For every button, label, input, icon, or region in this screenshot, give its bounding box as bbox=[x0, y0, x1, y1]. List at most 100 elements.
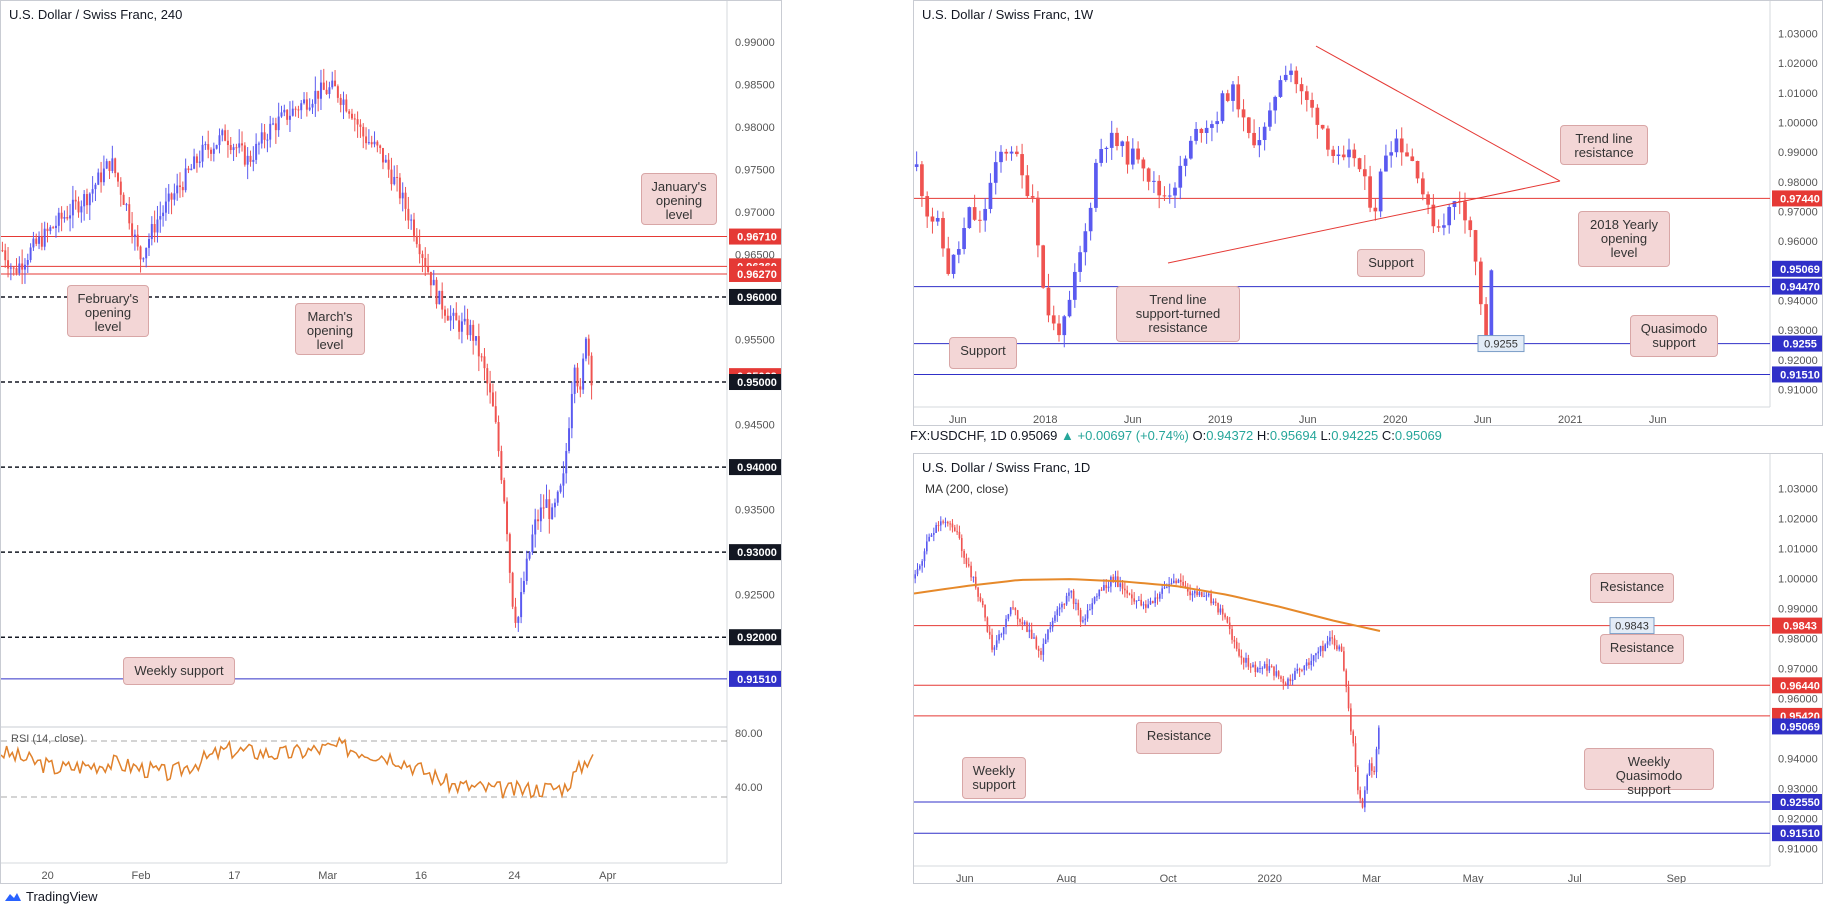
price-tick-label: 0.98000 bbox=[1778, 177, 1818, 189]
candle-body bbox=[88, 193, 91, 206]
candle-body bbox=[424, 257, 427, 267]
candle-body bbox=[1301, 669, 1303, 671]
candle-body bbox=[958, 531, 961, 539]
weekly-chart-svg[interactable]: 1.03000 1.02000 1.01000 1.00000 0.99000 0.980… bbox=[914, 1, 1823, 426]
candle-body bbox=[1373, 207, 1378, 212]
candle-body bbox=[252, 159, 255, 162]
h4-chart-svg[interactable]: 0.990000.985000.980000.975000.970000.965… bbox=[1, 1, 782, 884]
candle-body bbox=[1062, 316, 1067, 336]
level-price-box bbox=[729, 288, 781, 305]
callout-trend-support-turned-resistance: Trend line support-turned resistance bbox=[1116, 286, 1240, 342]
candle-body bbox=[1146, 168, 1151, 182]
candle-body bbox=[944, 521, 947, 523]
candle-body bbox=[401, 192, 404, 199]
candle-body bbox=[350, 113, 353, 119]
candle-body bbox=[1089, 609, 1091, 611]
candle-body bbox=[393, 176, 396, 185]
candle-body bbox=[920, 164, 924, 197]
candle-body bbox=[184, 168, 187, 191]
candle-body bbox=[568, 428, 571, 452]
candle-body bbox=[1191, 593, 1194, 596]
candle-body bbox=[207, 144, 210, 150]
candle-body bbox=[1452, 201, 1457, 208]
candle-body bbox=[1256, 668, 1259, 673]
candle-body bbox=[984, 605, 986, 618]
time-tick-label: Sep bbox=[1667, 873, 1687, 884]
candle-body bbox=[1036, 197, 1040, 246]
candle-body bbox=[1489, 270, 1494, 339]
candle-body bbox=[483, 356, 486, 369]
weekly-chart-panel[interactable]: U.S. Dollar / Swiss Franc, 1W 1.03000 1.0… bbox=[913, 0, 1823, 426]
candle-body bbox=[280, 112, 283, 117]
candle-body bbox=[1319, 645, 1322, 652]
candle-body bbox=[1324, 644, 1327, 651]
candle-body bbox=[1126, 590, 1129, 594]
candle-body bbox=[1041, 245, 1046, 288]
candle-body bbox=[963, 550, 965, 558]
daily-chart-panel[interactable]: U.S. Dollar / Swiss Franc, 1D MA (200, c… bbox=[913, 453, 1823, 884]
resistance-value-box bbox=[1609, 617, 1655, 635]
candle-body bbox=[1303, 665, 1306, 671]
candle-body bbox=[314, 90, 317, 104]
candle-body bbox=[466, 318, 469, 336]
candle-body bbox=[1347, 149, 1351, 158]
time-tick-label: Mar bbox=[318, 870, 337, 882]
candle-body bbox=[1140, 599, 1142, 606]
candle-body bbox=[18, 263, 21, 274]
candle-body bbox=[1082, 620, 1084, 622]
candle-body bbox=[1075, 602, 1077, 604]
h4-chart-panel[interactable]: U.S. Dollar / Swiss Franc, 240 0.99000 0.… bbox=[0, 0, 782, 884]
time-tick-label: May bbox=[1463, 873, 1484, 884]
candle-body bbox=[1399, 138, 1404, 153]
candle-body bbox=[559, 485, 562, 492]
time-tick-label: 2019 bbox=[1208, 414, 1232, 426]
candle-body bbox=[1304, 91, 1309, 100]
candle-body bbox=[1065, 595, 1068, 605]
candle-body bbox=[1088, 207, 1093, 232]
candle-body bbox=[1315, 107, 1320, 125]
callout-march-opening: March's opening level bbox=[295, 303, 365, 355]
level-price-box bbox=[1772, 825, 1822, 842]
candle-body bbox=[404, 192, 407, 209]
price-tick-label: 1.00000 bbox=[1778, 117, 1818, 129]
time-tick-label: Jun bbox=[1299, 414, 1317, 426]
time-tick-label: 2018 bbox=[1033, 414, 1057, 426]
level-price-box bbox=[1772, 718, 1822, 735]
candle-body bbox=[331, 80, 334, 88]
daily-chart-svg[interactable]: 1.03000 1.02000 1.01000 1.00000 0.99000 0.980… bbox=[914, 454, 1823, 884]
candle-body bbox=[1042, 643, 1045, 655]
candle-body bbox=[1109, 132, 1114, 148]
candle-body bbox=[365, 136, 368, 144]
candle-body bbox=[1193, 591, 1196, 594]
candle-body bbox=[1028, 629, 1031, 632]
price-tick-label: 0.92000 bbox=[1778, 814, 1818, 826]
price-tick-label: 1.03000 bbox=[1778, 484, 1818, 496]
tradingview-logo[interactable]: TradingView bbox=[4, 889, 98, 904]
candle-body bbox=[1359, 790, 1362, 799]
candle-body bbox=[460, 321, 463, 332]
candle-body bbox=[942, 521, 944, 523]
candle-body bbox=[1263, 664, 1266, 668]
time-tick-label: Mar bbox=[1362, 873, 1381, 884]
callout-weekly-support-mid: Support bbox=[1357, 249, 1425, 277]
candle-body bbox=[1051, 620, 1054, 628]
candle-body bbox=[1078, 252, 1082, 272]
candle-body bbox=[1173, 187, 1177, 196]
candle-body bbox=[77, 201, 80, 213]
candle-body bbox=[317, 90, 320, 99]
candle-body bbox=[1212, 601, 1215, 604]
price-tick-label: 0.92500 bbox=[735, 590, 775, 602]
tradingview-brand: TradingView bbox=[26, 889, 98, 904]
ma-label: MA (200, close) bbox=[925, 482, 1009, 496]
time-tick-label: Jun bbox=[949, 414, 967, 426]
candle-body bbox=[1141, 159, 1146, 169]
candle-body bbox=[1284, 683, 1287, 686]
candle-body bbox=[1183, 158, 1188, 166]
candle-body bbox=[463, 318, 466, 322]
candle-body bbox=[441, 290, 444, 310]
candle-body bbox=[46, 228, 49, 232]
candle-body bbox=[339, 97, 342, 105]
candle-body bbox=[1026, 622, 1028, 632]
candle-body bbox=[534, 519, 537, 535]
candle-body bbox=[1345, 670, 1348, 687]
